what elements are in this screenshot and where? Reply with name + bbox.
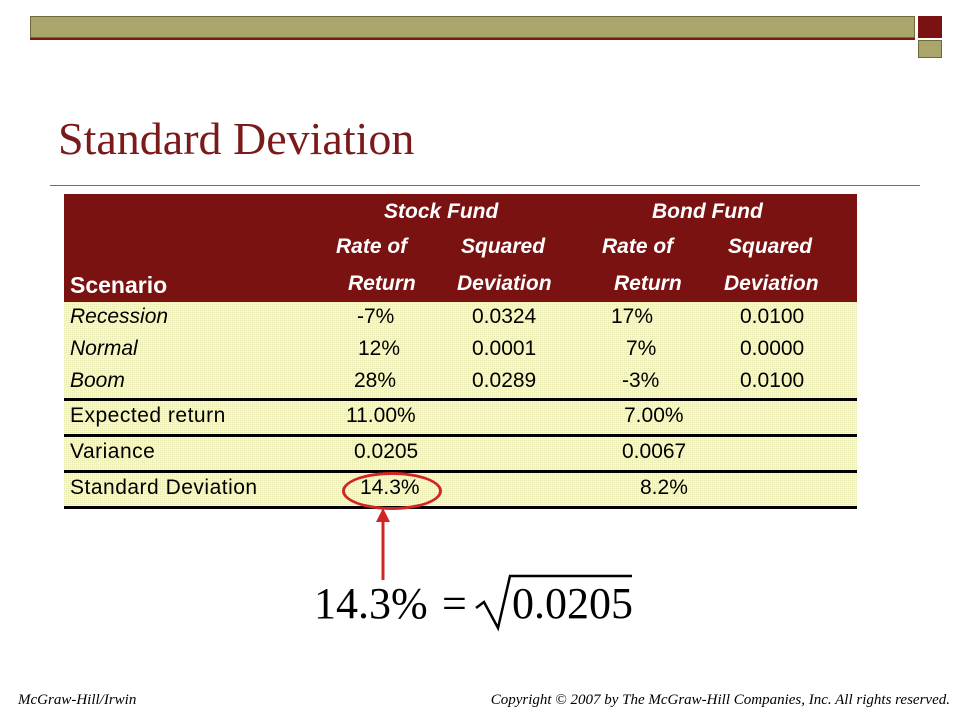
subheader-stock-deviation: Deviation xyxy=(457,272,552,295)
bond-sqdev-cell: 0.0100 xyxy=(740,305,805,328)
subheader-bond-return: Return xyxy=(614,272,682,295)
bond-return-cell: 7% xyxy=(626,337,657,360)
scenario-header: Scenario xyxy=(70,272,168,298)
summary-label: Variance xyxy=(70,440,156,463)
standard-deviation-table: Stock Fund Bond Fund Rate of Squared Rat… xyxy=(64,194,857,509)
bond-return-cell: -3% xyxy=(622,369,660,392)
red-arrow-icon xyxy=(376,508,390,580)
top-decorative-bar xyxy=(30,16,915,38)
table-row: Recession -7% 0.0324 17% 0.0100 xyxy=(64,302,857,334)
stock-return-cell: 28% xyxy=(354,369,397,392)
group-header-stock: Stock Fund xyxy=(384,200,499,223)
bond-sqdev-cell: 0.0100 xyxy=(740,369,805,392)
stock-return-cell: 12% xyxy=(358,337,401,360)
subheader-bond-rate: Rate of xyxy=(602,235,674,258)
corner-block-red xyxy=(918,16,942,38)
stock-variance: 0.0205 xyxy=(354,440,419,463)
summary-row-variance: Variance 0.0205 0.0067 xyxy=(64,434,857,470)
bond-variance: 0.0067 xyxy=(622,440,687,463)
subheader-bond-squared: Squared xyxy=(728,235,813,258)
stock-return-cell: -7% xyxy=(357,305,395,328)
square-root-icon xyxy=(475,574,632,632)
bond-return-cell: 17% xyxy=(611,305,654,328)
summary-label: Expected return xyxy=(70,404,226,427)
scenario-label: Recession xyxy=(70,305,169,328)
slide-title: Standard Deviation xyxy=(58,113,415,164)
scenario-label: Boom xyxy=(70,369,125,392)
bond-expected-return: 7.00% xyxy=(624,404,684,427)
summary-label: Standard Deviation xyxy=(70,476,258,499)
stock-sqdev-cell: 0.0324 xyxy=(472,305,537,328)
subheader-stock-rate: Rate of xyxy=(336,235,408,258)
formula-radicand: 0.0205 xyxy=(512,579,633,628)
table-header: Stock Fund Bond Fund Rate of Squared Rat… xyxy=(64,194,857,302)
subheader-stock-squared: Squared xyxy=(461,235,546,258)
bond-sqdev-cell: 0.0000 xyxy=(740,337,805,360)
table-row: Normal 12% 0.0001 7% 0.0000 xyxy=(64,334,857,366)
group-header-bond: Bond Fund xyxy=(652,200,763,223)
stock-sqdev-cell: 0.0001 xyxy=(472,337,537,360)
bond-standard-deviation: 8.2% xyxy=(640,476,688,499)
subheader-bond-deviation: Deviation xyxy=(724,272,819,295)
formula-lhs: 14.3% xyxy=(314,579,428,628)
formula: 14.3% = 0.0205 xyxy=(314,572,634,632)
footer-copyright: Copyright © 2007 by The McGraw-Hill Comp… xyxy=(490,692,950,708)
highlight-oval xyxy=(342,472,442,510)
formula-equals: = xyxy=(442,579,467,628)
top-bar-underline xyxy=(30,38,915,40)
corner-block-olive xyxy=(918,40,942,58)
footer-publisher: McGraw-Hill/Irwin xyxy=(18,692,137,708)
summary-row-standard-deviation: Standard Deviation 14.3% 8.2% xyxy=(64,470,857,509)
table-row: Boom 28% 0.0289 -3% 0.0100 xyxy=(64,366,857,398)
stock-sqdev-cell: 0.0289 xyxy=(472,369,537,392)
scenario-label: Normal xyxy=(70,337,138,360)
stock-expected-return: 11.00% xyxy=(346,404,416,427)
table-body: Recession -7% 0.0324 17% 0.0100 Normal 1… xyxy=(64,302,857,509)
title-rule xyxy=(50,185,920,186)
summary-row-expected-return: Expected return 11.00% 7.00% xyxy=(64,398,857,434)
subheader-stock-return: Return xyxy=(348,272,416,295)
